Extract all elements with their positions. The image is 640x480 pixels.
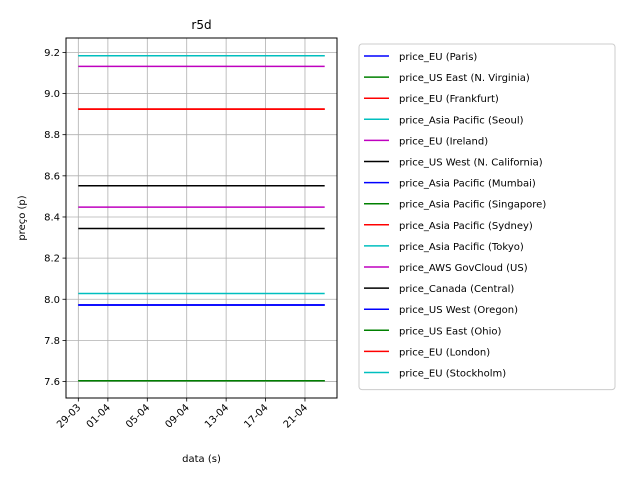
x-axis-label: data (s)	[182, 454, 221, 465]
y-tick-label: 9.2	[44, 48, 60, 59]
y-tick-label: 7.8	[44, 336, 60, 347]
y-tick-label: 8.2	[44, 254, 60, 265]
legend-label: price_US West (Oregon)	[399, 305, 518, 316]
legend-label: price_EU (Frankfurt)	[399, 94, 499, 105]
legend-label: price_AWS GovCloud (US)	[399, 263, 528, 274]
y-axis: 7.6 7.8 8.0 8.2 8.4 8.6 8.8 9.0 9.2	[44, 48, 66, 388]
plot-frame	[65, 37, 338, 399]
y-tick-label: 7.6	[44, 377, 60, 388]
legend-label: price_EU (London)	[399, 347, 490, 358]
y-tick-label: 8.8	[44, 130, 60, 141]
y-axis-label: preço (p)	[17, 195, 28, 240]
legend-label: price_US East (N. Virginia)	[399, 73, 530, 84]
chart-title: r5d	[191, 18, 211, 32]
y-tick-label: 9.0	[44, 89, 60, 100]
legend-label: price_Canada (Central)	[399, 284, 514, 295]
y-tick-label: 8.0	[44, 295, 60, 306]
y-tick-label: 8.6	[44, 171, 60, 182]
legend-label: price_US West (N. California)	[399, 158, 543, 169]
y-tick-label: 8.4	[44, 212, 60, 223]
legend: price_EU (Paris) price_US East (N. Virgin…	[358, 43, 616, 391]
legend-box	[358, 43, 616, 391]
legend-label: price_Asia Pacific (Sydney)	[399, 221, 533, 232]
legend-label: price_EU (Ireland)	[399, 136, 488, 147]
legend-label: price_EU (Stockholm)	[399, 369, 506, 380]
legend-label: price_Asia Pacific (Mumbai)	[399, 179, 536, 190]
legend-label: price_EU (Paris)	[399, 52, 477, 63]
legend-label: price_Asia Pacific (Tokyo)	[399, 242, 524, 253]
grid	[66, 38, 337, 398]
legend-label: price_US East (Ohio)	[399, 326, 501, 337]
series-lines	[78, 54, 325, 382]
legend-label: price_Asia Pacific (Seoul)	[399, 115, 524, 126]
legend-label: price_Asia Pacific (Singapore)	[399, 200, 546, 211]
